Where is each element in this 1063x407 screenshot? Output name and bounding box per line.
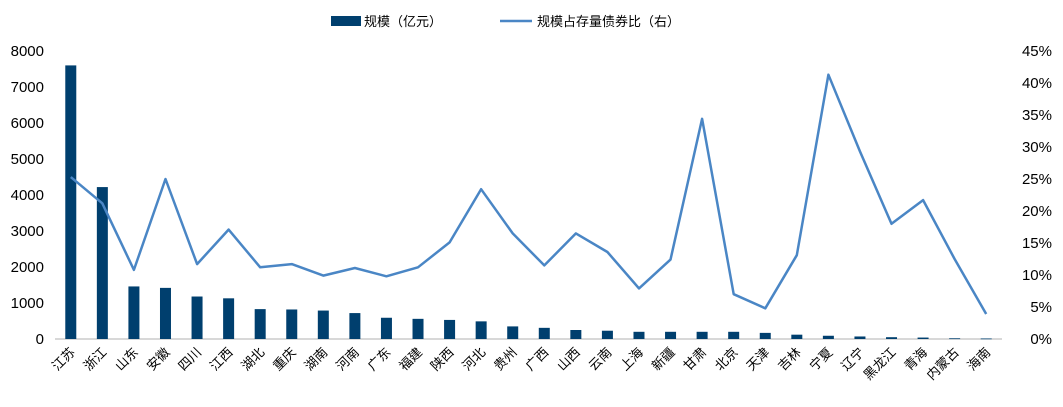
x-tick-label: 山东 (113, 345, 142, 374)
bar (286, 309, 298, 339)
legend-swatch-bar (331, 16, 361, 26)
y-right-tick-label: 30% (1022, 139, 1052, 156)
bar (633, 331, 645, 339)
y-left-tick-label: 5000 (11, 151, 44, 168)
y-left-tick-label: 3000 (11, 223, 44, 240)
x-tick-label: 宁夏 (807, 345, 837, 375)
y-right-tick-label: 25% (1022, 171, 1052, 188)
x-tick-label: 内蒙古 (924, 345, 963, 384)
x-tick-label: 海南 (964, 345, 994, 375)
bar (538, 327, 550, 339)
axes: 0 1000 2000 3000 4000 5000 6000 7000 8000 0% 5% 10%… (11, 43, 1052, 348)
bar (65, 65, 77, 340)
x-tick-label: 安徽 (144, 345, 173, 374)
bar (854, 336, 866, 339)
x-tick-label: 重庆 (270, 345, 300, 375)
bar-series (65, 65, 992, 340)
x-tick-label: 贵州 (492, 345, 521, 374)
x-tick-label: 湖北 (239, 345, 268, 374)
bar (380, 317, 392, 339)
bar (601, 330, 613, 339)
x-tick-label: 新疆 (649, 345, 679, 375)
x-tick-label: 河南 (333, 345, 363, 375)
bar (223, 298, 235, 339)
y-left-tick-label: 0 (36, 331, 44, 348)
x-tick-label: 江西 (207, 345, 236, 374)
x-tick-label: 广西 (523, 345, 552, 374)
x-tick-label: 云南 (586, 345, 616, 375)
x-tick-label: 江苏 (49, 345, 79, 375)
x-tick-label: 广东 (365, 345, 394, 374)
x-tick-label: 上海 (618, 345, 647, 374)
x-tick-label: 黑龙江 (861, 345, 899, 383)
bar (980, 338, 992, 340)
bar (128, 286, 140, 339)
y-right-tick-label: 20% (1022, 203, 1052, 220)
bar (665, 331, 677, 339)
x-tick-label: 甘肃 (681, 345, 710, 374)
x-tick-label: 四川 (176, 345, 205, 374)
x-tick-label: 湖南 (301, 345, 331, 375)
bar (949, 338, 961, 340)
legend-label-bar: 规模（亿元） (364, 15, 442, 30)
line-series (70, 73, 988, 315)
bar (507, 326, 519, 339)
y-right-tick-label: 10% (1022, 267, 1052, 284)
legend: 规模（亿元） 规模占存量债券比（右） (331, 14, 680, 30)
y-right-tick-label: 40% (1022, 75, 1052, 92)
bar (349, 313, 361, 339)
y-left-tick-label: 8000 (11, 43, 44, 60)
bar (570, 330, 582, 339)
bar (822, 335, 834, 339)
y-left-tick-label: 7000 (11, 79, 44, 96)
bar (159, 287, 171, 339)
x-axis-labels: 江苏 浙江 山东 安徽 四川 江西 湖北 重庆 湖南 河南 广东 福建 陕西 河北 贵州 广西 山西 云南 上海 新疆… (49, 345, 994, 384)
y-right-tick-label: 15% (1022, 235, 1052, 252)
bar (917, 337, 929, 339)
x-tick-label: 河北 (460, 345, 489, 374)
bar (886, 337, 898, 339)
x-tick-label: 福建 (397, 345, 426, 374)
bar (444, 319, 456, 339)
x-tick-label: 吉林 (776, 345, 805, 374)
bar (791, 334, 803, 339)
bar (696, 331, 708, 339)
bar (317, 310, 329, 339)
x-tick-label: 山西 (555, 345, 584, 374)
bar (412, 318, 424, 339)
ratio-line (70, 73, 988, 315)
bar (254, 309, 266, 339)
x-tick-label: 浙江 (81, 345, 110, 374)
x-tick-label: 北京 (713, 345, 742, 374)
x-tick-label: 陕西 (428, 345, 457, 374)
legend-label-line: 规模占存量债券比（右） (537, 14, 680, 30)
y-left-tick-label: 1000 (11, 295, 44, 312)
bar (96, 187, 108, 339)
y-left-tick-label: 2000 (11, 259, 44, 276)
y-left-tick-label: 4000 (11, 187, 44, 204)
y-right-tick-label: 0% (1030, 331, 1052, 348)
bar (191, 296, 203, 339)
y-right-tick-label: 45% (1022, 43, 1052, 60)
y-right-tick-label: 5% (1030, 299, 1052, 316)
x-tick-label: 天津 (744, 345, 773, 374)
bar (759, 332, 771, 339)
bar (728, 331, 740, 339)
bar (475, 321, 487, 339)
y-left-tick-label: 6000 (11, 115, 44, 132)
y-right-tick-label: 35% (1022, 107, 1052, 124)
